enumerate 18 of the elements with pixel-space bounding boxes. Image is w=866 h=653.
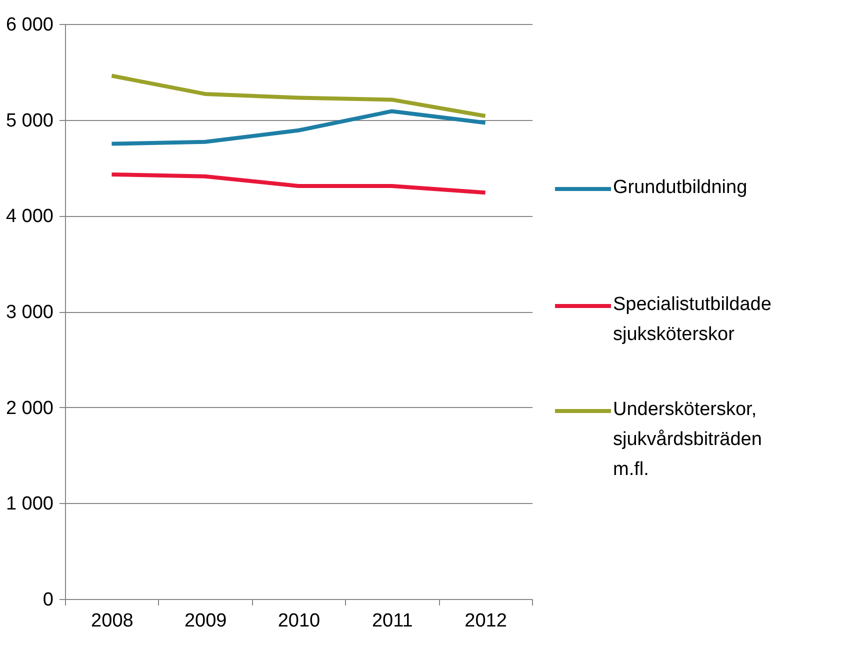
y-tick-label: 6 000: [6, 14, 54, 36]
x-tick-label: 2010: [278, 610, 320, 632]
legend-label: Specialistutbildade sjuksköterskor: [613, 294, 772, 345]
x-tick-label: 2009: [184, 610, 227, 632]
y-tick-label: 4 000: [6, 206, 54, 228]
line-series: [110, 109, 488, 146]
legend-label: Undersköterskor, sjukvårdsbiträden m.fl.: [613, 399, 762, 480]
y-tick-label: 3 000: [6, 302, 54, 323]
y-tick-label: 1 000: [6, 494, 54, 515]
y-tick-label: 5 000: [6, 110, 54, 132]
y-tick-label: 2 000: [6, 398, 54, 419]
line-series: [110, 74, 488, 118]
x-tick-label: 2012: [464, 610, 507, 632]
x-tick-label: 2008: [91, 610, 134, 632]
y-tick-label: 0: [42, 590, 54, 610]
legend-label: Grundutbildning: [613, 177, 748, 198]
x-tick-label: 2011: [372, 610, 413, 632]
line-series: [110, 172, 488, 195]
